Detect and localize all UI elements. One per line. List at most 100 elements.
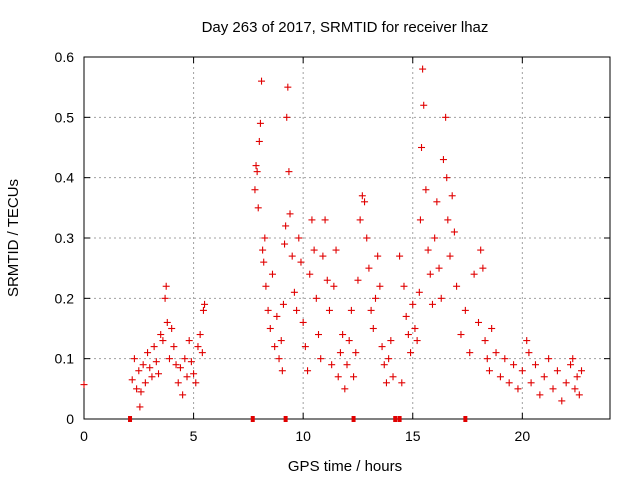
data-point [407,349,415,357]
y-axis: 0 0.1 0.2 0.3 0.4 0.5 0.6 [55,49,610,427]
data-point [569,355,577,363]
data-point [488,325,496,332]
data-point [163,318,171,326]
data-point [365,264,373,272]
data-point [420,101,428,109]
data-point [136,403,144,411]
y-tick-label: 0 [66,411,74,427]
data-point [404,331,412,339]
data-point [281,240,289,248]
data-point [448,192,456,200]
data-point [367,306,375,314]
y-tick-label: 0.1 [55,351,75,367]
data-point [363,234,371,242]
data-point [479,264,487,272]
data-point [332,246,340,254]
data-point [444,216,452,224]
data-point [450,228,458,236]
data-point [483,355,491,363]
x-tick-label: 0 [80,428,88,444]
data-point [162,282,170,290]
data-point [159,337,167,345]
data-point [285,168,293,176]
data-point [295,234,303,242]
data-point [172,361,180,369]
data-point [428,300,436,308]
data-point [341,385,349,393]
data-point [433,198,441,206]
data-point [540,373,548,381]
data-point [466,349,474,357]
baseline-marker [397,416,402,422]
data-point [358,192,366,200]
data-point [382,379,390,387]
data-point [518,367,526,375]
data-point [578,367,586,375]
data-point [323,276,331,284]
data-point [418,144,426,151]
data-point [443,174,451,182]
data-point [299,318,307,326]
data-point [339,331,347,339]
data-point [152,358,160,366]
x-axis: 0 5 10 15 20 [80,57,530,444]
data-point [319,252,327,260]
data-point [185,337,193,345]
baseline-marker [393,416,398,422]
data-point [268,270,276,278]
data-point [199,306,207,314]
data-point [378,343,386,351]
data-point [301,343,309,351]
data-point [288,252,296,260]
data-point [525,349,533,357]
data-point [387,337,395,345]
data-point [259,246,267,254]
data-point [571,385,579,393]
data-point [345,337,353,345]
data-point [475,318,482,326]
data-point [501,355,509,363]
data-point [437,294,445,302]
data-point [411,325,419,332]
data-point [431,234,439,242]
data-point [290,288,298,296]
data-point [310,246,318,254]
data-point [575,391,583,399]
chart-title: Day 263 of 2017, SRMTID for receiver lha… [202,19,489,36]
data-point [161,294,169,302]
data-point [284,83,292,91]
data-point [396,252,404,260]
data-point [505,379,513,387]
data-points [80,65,586,411]
data-point [527,379,535,387]
data-point [477,246,485,254]
data-point [481,337,489,345]
data-point [446,252,454,260]
data-point [170,343,178,351]
data-point [194,343,202,351]
data-point [174,379,182,387]
data-point [325,306,333,314]
data-point [135,367,143,375]
data-point [350,373,358,381]
data-point [531,361,539,369]
x-tick-label: 5 [190,428,198,444]
data-point [273,312,281,320]
data-point [192,379,200,387]
data-point [271,343,279,351]
data-point [413,337,421,345]
grid [84,57,610,419]
data-point [369,325,377,332]
data-point [567,361,575,369]
data-point [361,198,369,206]
data-point [252,162,260,170]
data-point [190,370,198,378]
data-point [253,168,261,176]
data-point [485,367,493,375]
data-point [308,216,316,224]
data-point [277,337,285,345]
y-axis-title: SRMTID / TECUs [5,179,22,297]
data-point [573,373,581,381]
data-point [278,367,286,375]
